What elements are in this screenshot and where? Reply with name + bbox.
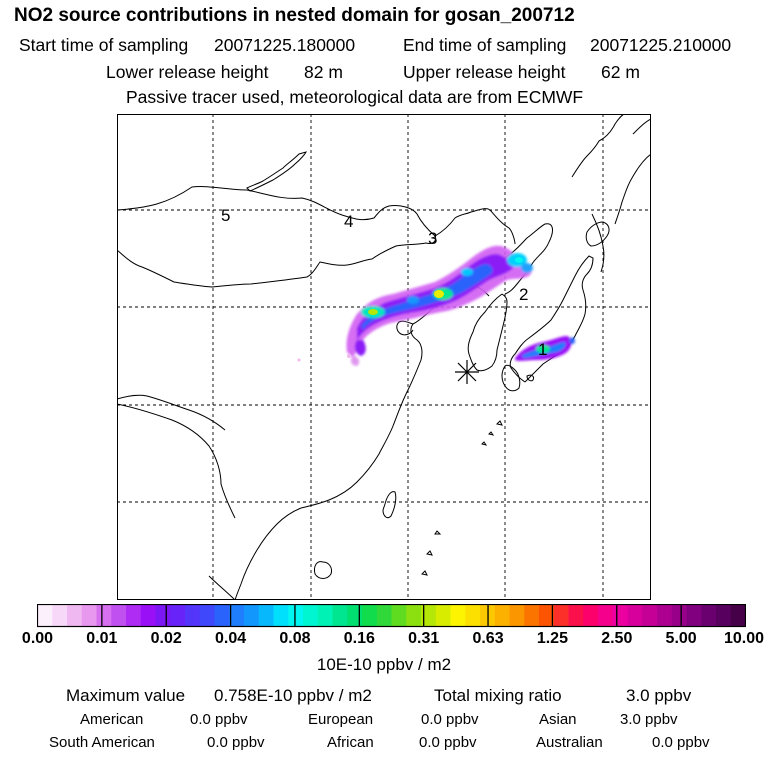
colorbar-tick-label: 0.04 (215, 630, 247, 647)
australian-value: 0.0 ppbv (652, 734, 710, 751)
colorbar-cell (494, 604, 510, 627)
colorbar-cell (81, 604, 97, 627)
colorbar-cell (67, 604, 83, 627)
colorbar-cell (140, 604, 156, 627)
colorbar-tick-label: 10.00 (723, 630, 765, 647)
south-american-value: 0.0 ppbv (207, 734, 265, 751)
colorbar-cell (524, 604, 540, 627)
african-label: African (327, 734, 374, 751)
region-label-5: 5 (221, 206, 230, 225)
colorbar-cell (244, 604, 260, 627)
upper-height-value: 62 m (601, 62, 640, 82)
colorbar-unit: 10E-10 ppbv / m2 (316, 655, 452, 674)
colorbar-cell (229, 604, 245, 627)
region-label-3: 3 (428, 229, 437, 248)
start-time-value: 20071225.180000 (214, 35, 356, 55)
asian-value: 3.0 ppbv (620, 711, 678, 728)
asian-label: Asian (539, 711, 577, 728)
colorbar-tick-label: 0.63 (472, 630, 504, 647)
colorbar-cell (376, 604, 392, 627)
colorbar-cell (509, 604, 525, 627)
end-time-label: End time of sampling (403, 35, 567, 55)
colorbar-cell (671, 604, 687, 627)
region-label-1: 1 (538, 340, 547, 359)
colorbar-cell (465, 604, 481, 627)
total-mixing-label: Total mixing ratio (434, 686, 562, 705)
concentration-plume (297, 245, 575, 366)
south-american-label: South American (49, 734, 155, 751)
colorbar-cell (686, 604, 702, 627)
colorbar-tick-label: 0.31 (408, 630, 440, 647)
colorbar-cell (111, 604, 127, 627)
colorbar-cell (730, 604, 746, 627)
european-label: European (308, 711, 374, 728)
tracer-note: Passive tracer used, meteorological data… (126, 87, 584, 107)
colorbar-cell (288, 604, 304, 627)
colorbar-cell (701, 604, 717, 627)
colorbar-cell (37, 604, 53, 627)
upper-height-label: Upper release height (403, 62, 566, 82)
european-value: 0.0 ppbv (421, 711, 479, 728)
african-value: 0.0 ppbv (419, 734, 477, 751)
american-label: American (80, 711, 144, 728)
receptor-star-marker (455, 360, 479, 384)
colorbar-cell (273, 604, 289, 627)
colorbar-cell (362, 604, 378, 627)
colorbar-cell (317, 604, 333, 627)
colorbar-cell (185, 604, 201, 627)
colorbar-cell (170, 604, 186, 627)
colorbar-cell (627, 604, 643, 627)
colorbar-tick-label: 0.00 (21, 630, 54, 647)
american-value: 0.0 ppbv (190, 711, 248, 728)
colorbar-cell (553, 604, 569, 627)
colorbar-tick-label: 2.50 (601, 630, 633, 647)
australian-label: Australian (536, 734, 603, 751)
colorbar-cell (258, 604, 274, 627)
end-time-value: 20071225.210000 (590, 35, 732, 55)
colorbar-cell (214, 604, 230, 627)
colorbar-tick-label: 0.02 (150, 630, 182, 647)
map-panel: 5 4 3 2 1 (117, 114, 651, 600)
colorbar-cell (435, 604, 451, 627)
colorbar-cell (657, 604, 673, 627)
colorbar-cell (421, 604, 437, 627)
max-value-label: Maximum value (66, 686, 186, 705)
colorbar-tick-label: 0.01 (86, 630, 118, 647)
colorbar-tick-label: 0.08 (279, 630, 311, 647)
total-mixing-value: 3.0 ppbv (626, 686, 692, 705)
colorbar-cell (126, 604, 142, 627)
colorbar-cell (406, 604, 422, 627)
colorbar-tick-label: 1.25 (536, 630, 568, 647)
colorbar-cell (539, 604, 555, 627)
colorbar-cell (155, 604, 171, 627)
colorbar-cell (347, 604, 363, 627)
colorbar-cell (642, 604, 658, 627)
colorbar-tick-label: 5.00 (665, 630, 697, 647)
colorbar-cell (52, 604, 68, 627)
region-label-4: 4 (344, 212, 353, 231)
colorbar-cell (303, 604, 319, 627)
colorbar-cell (568, 604, 584, 627)
colorbar-cell (612, 604, 628, 627)
lower-height-value: 82 m (304, 62, 343, 82)
start-time-label: Start time of sampling (19, 35, 189, 55)
colorbar-cell (598, 604, 614, 627)
plot-title: NO2 source contributions in nested domai… (14, 5, 575, 26)
map-frame (117, 114, 651, 600)
colorbar-cell (199, 604, 215, 627)
colorbar-cell (332, 604, 348, 627)
colorbar-cell (391, 604, 407, 627)
max-value: 0.758E-10 ppbv / m2 (214, 686, 372, 705)
lower-height-label: Lower release height (106, 62, 269, 82)
colorbar-cell (96, 604, 112, 627)
colorbar-tick-label: 0.16 (343, 630, 375, 647)
colorbar-cell (450, 604, 466, 627)
colorbar (37, 604, 746, 628)
region-label-2: 2 (519, 285, 528, 304)
colorbar-cell (583, 604, 599, 627)
colorbar-cell (716, 604, 732, 627)
coastlines (117, 114, 651, 600)
